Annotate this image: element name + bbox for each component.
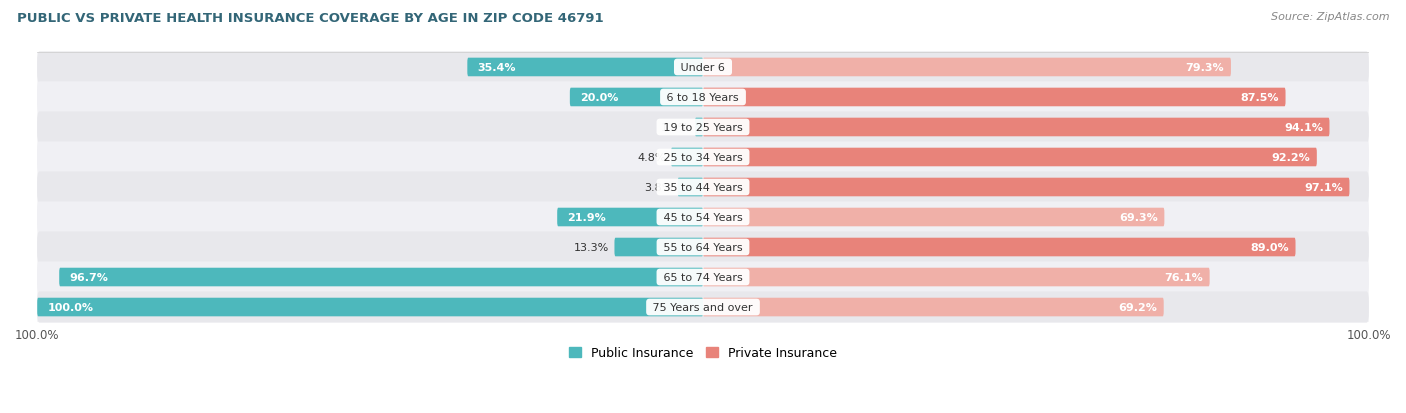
Text: 76.1%: 76.1%: [1164, 272, 1204, 282]
FancyBboxPatch shape: [37, 202, 1369, 233]
FancyBboxPatch shape: [557, 208, 703, 227]
Text: 89.0%: 89.0%: [1250, 242, 1289, 252]
Text: 3.8%: 3.8%: [644, 183, 672, 192]
FancyBboxPatch shape: [703, 59, 1230, 77]
FancyBboxPatch shape: [37, 298, 703, 316]
Text: 13.3%: 13.3%: [574, 242, 609, 252]
FancyBboxPatch shape: [614, 238, 703, 257]
FancyBboxPatch shape: [703, 268, 1209, 287]
Text: 79.3%: 79.3%: [1185, 63, 1225, 73]
FancyBboxPatch shape: [37, 262, 1369, 293]
FancyBboxPatch shape: [37, 82, 1369, 113]
FancyBboxPatch shape: [37, 172, 1369, 203]
Text: 65 to 74 Years: 65 to 74 Years: [659, 272, 747, 282]
FancyBboxPatch shape: [37, 292, 1369, 323]
FancyBboxPatch shape: [703, 119, 1330, 137]
Text: 87.5%: 87.5%: [1240, 93, 1279, 103]
FancyBboxPatch shape: [671, 148, 703, 167]
FancyBboxPatch shape: [467, 59, 703, 77]
Text: 96.7%: 96.7%: [69, 272, 108, 282]
FancyBboxPatch shape: [703, 148, 1317, 167]
Text: 94.1%: 94.1%: [1284, 123, 1323, 133]
FancyBboxPatch shape: [37, 142, 1369, 173]
Text: 25 to 34 Years: 25 to 34 Years: [659, 153, 747, 163]
Text: Under 6: Under 6: [678, 63, 728, 73]
Text: 92.2%: 92.2%: [1271, 153, 1310, 163]
Text: 35 to 44 Years: 35 to 44 Years: [659, 183, 747, 192]
FancyBboxPatch shape: [59, 268, 703, 287]
FancyBboxPatch shape: [703, 88, 1285, 107]
Text: 4.8%: 4.8%: [637, 153, 665, 163]
Text: 75 Years and over: 75 Years and over: [650, 302, 756, 312]
FancyBboxPatch shape: [703, 298, 1164, 316]
FancyBboxPatch shape: [695, 119, 703, 137]
FancyBboxPatch shape: [703, 208, 1164, 227]
Text: 19 to 25 Years: 19 to 25 Years: [659, 123, 747, 133]
Text: 6 to 18 Years: 6 to 18 Years: [664, 93, 742, 103]
Text: 20.0%: 20.0%: [579, 93, 619, 103]
FancyBboxPatch shape: [37, 232, 1369, 263]
Text: 69.3%: 69.3%: [1119, 213, 1157, 223]
Text: Source: ZipAtlas.com: Source: ZipAtlas.com: [1271, 12, 1389, 22]
Text: 1.2%: 1.2%: [661, 123, 690, 133]
FancyBboxPatch shape: [37, 112, 1369, 143]
Text: 55 to 64 Years: 55 to 64 Years: [659, 242, 747, 252]
FancyBboxPatch shape: [703, 238, 1295, 257]
Text: 45 to 54 Years: 45 to 54 Years: [659, 213, 747, 223]
Text: 100.0%: 100.0%: [48, 302, 93, 312]
Legend: Public Insurance, Private Insurance: Public Insurance, Private Insurance: [564, 342, 842, 365]
Text: PUBLIC VS PRIVATE HEALTH INSURANCE COVERAGE BY AGE IN ZIP CODE 46791: PUBLIC VS PRIVATE HEALTH INSURANCE COVER…: [17, 12, 603, 25]
Text: 69.2%: 69.2%: [1118, 302, 1157, 312]
FancyBboxPatch shape: [678, 178, 703, 197]
FancyBboxPatch shape: [37, 52, 1369, 83]
FancyBboxPatch shape: [703, 178, 1350, 197]
Text: 21.9%: 21.9%: [567, 213, 606, 223]
Text: 35.4%: 35.4%: [477, 63, 516, 73]
Text: 97.1%: 97.1%: [1303, 183, 1343, 192]
FancyBboxPatch shape: [569, 88, 703, 107]
